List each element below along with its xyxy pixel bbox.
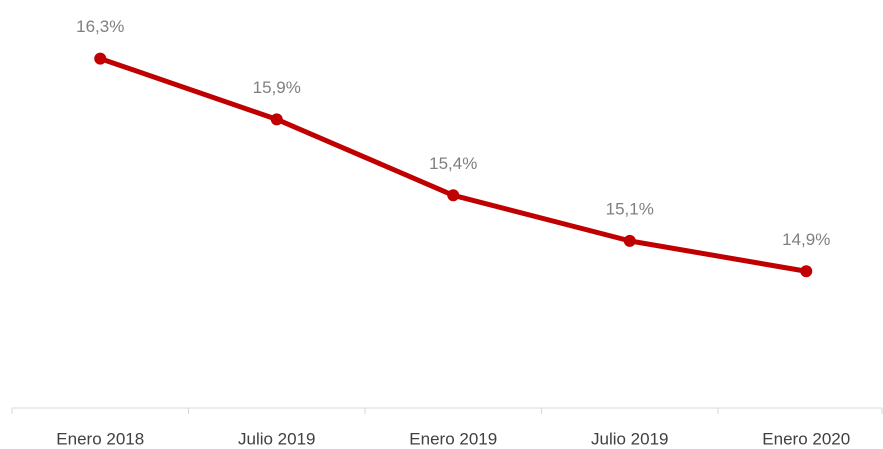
data-label: 15,1%	[606, 199, 654, 218]
point	[94, 52, 107, 65]
point	[800, 265, 813, 278]
x-tick-label: Enero 2018	[56, 429, 144, 448]
data-label: 14,9%	[782, 230, 830, 249]
point	[447, 189, 460, 202]
x-tick-label: Julio 2019	[238, 429, 316, 448]
data-label: 15,9%	[253, 78, 301, 97]
data-label: 16,3%	[76, 17, 124, 36]
x-tick-label: Enero 2020	[762, 429, 850, 448]
data-label: 15,4%	[429, 154, 477, 173]
x-tick-label: Julio 2019	[591, 429, 669, 448]
x-tick-label: Enero 2019	[409, 429, 497, 448]
point	[270, 113, 283, 126]
point	[623, 234, 636, 247]
